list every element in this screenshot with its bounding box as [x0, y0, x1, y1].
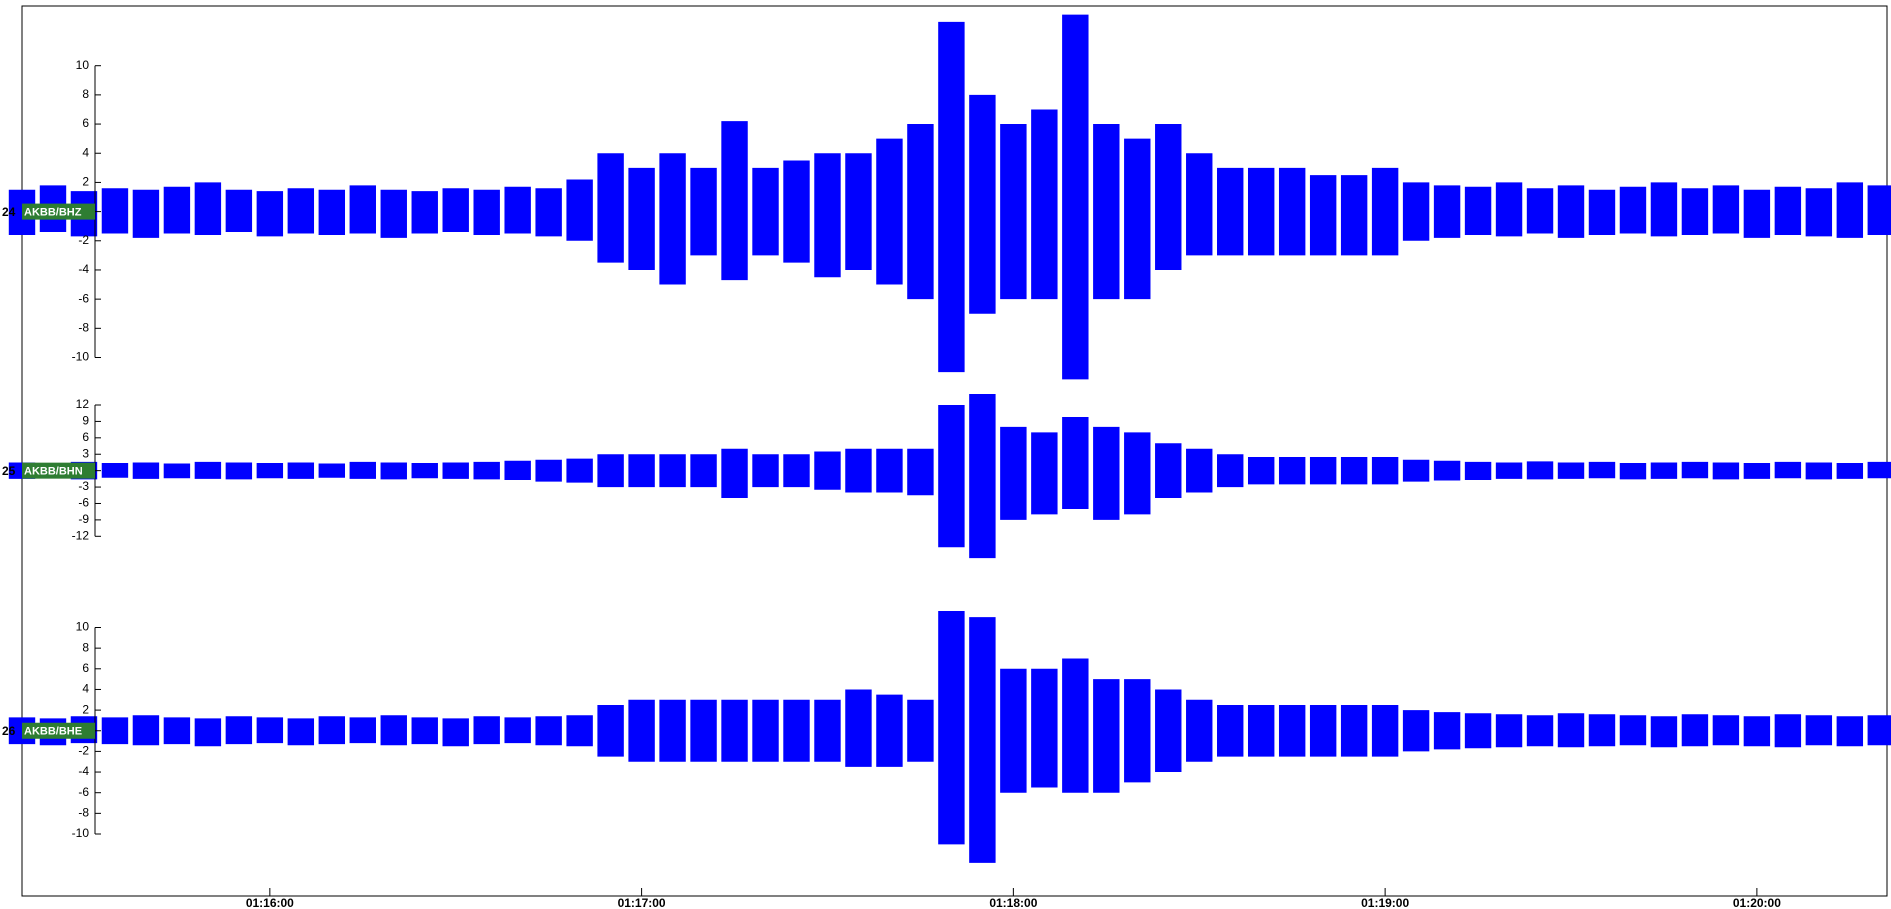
trace	[8, 610, 1891, 863]
y-tick-label: 6	[82, 661, 89, 675]
y-tick-label: 8	[82, 87, 89, 101]
y-tick-label: 3	[82, 446, 89, 460]
trace-number: 26	[2, 724, 16, 738]
station-label: AKBB/BHN	[24, 466, 83, 478]
trace-number: 24	[2, 205, 16, 219]
y-tick-label: 4	[82, 145, 89, 159]
station-label: AKBB/BHE	[24, 726, 82, 738]
y-tick-label: -8	[78, 320, 89, 334]
station-label: AKBB/BHZ	[24, 207, 82, 219]
y-tick-label: 9	[82, 414, 89, 428]
x-tick-label: 01:18:00	[989, 896, 1037, 909]
y-tick-label: -2	[78, 233, 89, 247]
station-label-bg	[22, 722, 95, 739]
y-tick-label: 2	[82, 175, 89, 189]
station-label-bg	[22, 462, 95, 479]
y-tick-label: -9	[78, 512, 89, 526]
y-tick-label: 4	[82, 682, 89, 696]
y-tick-label: 8	[82, 640, 89, 654]
y-tick-label: -8	[78, 806, 89, 820]
y-tick-label: -6	[78, 291, 89, 305]
x-tick-label: 01:20:00	[1733, 896, 1781, 909]
y-tick-label: -6	[78, 496, 89, 510]
station-label-bg	[22, 203, 95, 220]
x-tick-label: 01:19:00	[1361, 896, 1409, 909]
y-tick-label: -3	[78, 479, 89, 493]
trace-number: 25	[2, 464, 16, 478]
trace	[8, 394, 1891, 559]
y-tick-label: -4	[78, 262, 89, 276]
y-tick-label: -2	[78, 744, 89, 758]
y-tick-label: -6	[78, 785, 89, 799]
y-tick-label: 10	[76, 58, 90, 72]
y-tick-label: 10	[76, 620, 90, 634]
y-tick-label: 2	[82, 702, 89, 716]
y-tick-label: 12	[76, 397, 90, 411]
y-tick-label: -4	[78, 764, 89, 778]
x-tick-label: 01:16:00	[246, 896, 294, 909]
y-tick-label: -10	[72, 826, 90, 840]
y-tick-label: -10	[72, 350, 90, 364]
y-tick-label: -12	[72, 528, 90, 542]
y-tick-label: 6	[82, 116, 89, 130]
x-tick-label: 01:17:00	[618, 896, 666, 909]
y-tick-label: 6	[82, 430, 89, 444]
trace	[8, 14, 1891, 380]
